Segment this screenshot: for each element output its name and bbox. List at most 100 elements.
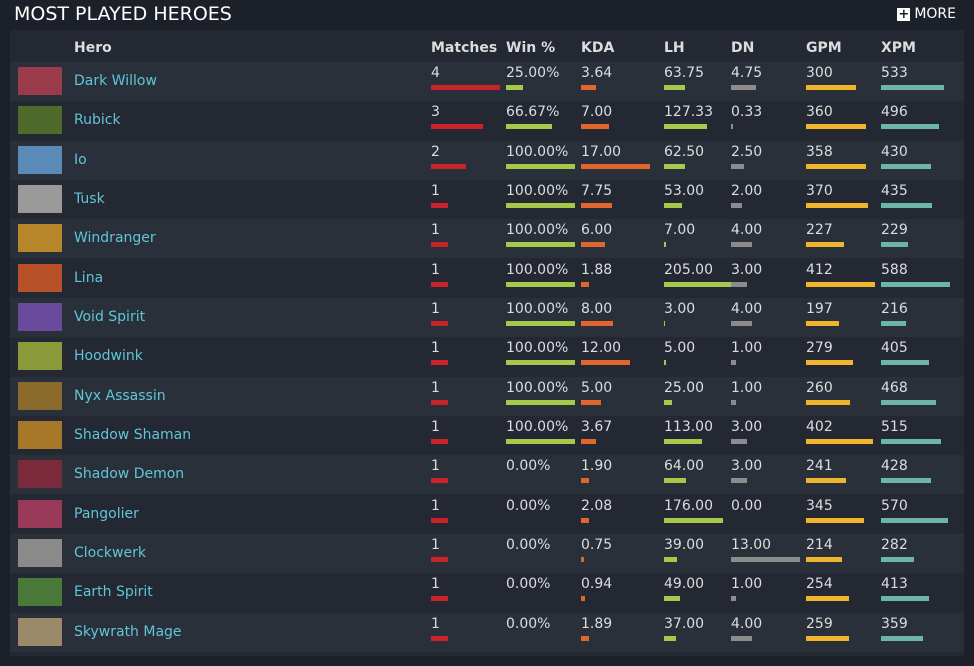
stat-value: 4.00 (731, 615, 763, 632)
stat-value: 100.00% (506, 143, 569, 160)
hero-name[interactable]: Tusk (74, 190, 105, 207)
stat-bar (506, 360, 575, 366)
stat-bar (664, 242, 667, 248)
more-label: MORE (914, 6, 956, 22)
stat-bar (581, 281, 589, 287)
stat-bar (664, 281, 733, 287)
stat-value: 66.67% (506, 104, 560, 121)
stat-value: 127.33 (664, 104, 713, 121)
hero-icon (18, 302, 62, 331)
stat-value: 7.75 (581, 182, 613, 199)
hero-name[interactable]: Windranger (74, 230, 156, 247)
stat-value: 588 (881, 261, 908, 278)
stat-value: 176.00 (664, 497, 713, 514)
stat-bar (731, 124, 733, 130)
hero-icon (18, 106, 62, 135)
stat-bar (731, 635, 753, 641)
stat-bar (581, 85, 596, 90)
stat-value: 413 (881, 576, 908, 593)
hero-name[interactable]: Void Spirit (74, 308, 146, 325)
hero-icon (18, 342, 62, 371)
column-header: LH (664, 40, 685, 56)
stat-bar (881, 85, 944, 90)
stat-value: 39.00 (664, 536, 705, 553)
stat-bar (881, 517, 948, 523)
stat-bar (431, 320, 449, 326)
stat-value: 229 (881, 222, 908, 239)
stat-value: 2.00 (731, 182, 763, 199)
hero-name[interactable]: Lina (74, 269, 104, 286)
hero-name[interactable]: Skywrath Mage (74, 623, 182, 640)
stat-value: 227 (806, 222, 833, 239)
stat-value: 216 (881, 300, 908, 317)
stat-bar (581, 399, 602, 405)
stat-bar (506, 242, 575, 248)
stat-bar (731, 163, 745, 169)
stat-bar (806, 320, 839, 326)
stat-value: 3 (431, 104, 440, 121)
stat-bar (431, 242, 449, 248)
stat-bar (664, 163, 686, 169)
stat-bar (506, 438, 575, 444)
stat-value: 197 (806, 300, 833, 317)
stat-bar (581, 478, 589, 484)
stat-value: 496 (881, 104, 908, 121)
hero-name[interactable]: Clockwerk (74, 544, 146, 561)
hero-name[interactable]: Rubick (74, 112, 121, 129)
stat-value: 412 (806, 261, 833, 278)
hero-name[interactable]: Shadow Demon (74, 466, 185, 483)
hero-name[interactable]: Nyx Assassin (74, 387, 166, 404)
stat-bar (664, 320, 665, 326)
stat-value: 53.00 (664, 182, 705, 199)
stat-bar (731, 281, 747, 287)
stat-value: 3.67 (581, 418, 613, 435)
stat-value: 435 (881, 182, 908, 199)
stat-value: 100.00% (506, 261, 569, 278)
hero-name[interactable]: Io (74, 151, 87, 168)
stat-value: 358 (806, 143, 833, 160)
hero-icon (18, 460, 62, 489)
hero-name[interactable]: Hoodwink (74, 348, 143, 365)
stat-bar (431, 281, 449, 287)
hero-name[interactable]: Pangolier (74, 505, 139, 522)
stat-bar (806, 163, 866, 169)
hero-icon (18, 578, 62, 607)
hero-icon (18, 617, 62, 646)
stat-value: 1 (431, 340, 440, 357)
stat-value: 12.00 (581, 340, 622, 357)
stat-bar (581, 124, 610, 130)
stat-value: 3.00 (731, 418, 763, 435)
stat-bar (806, 202, 868, 208)
stat-bar (431, 517, 449, 523)
table-row (10, 140, 964, 180)
table-row (10, 533, 964, 573)
column-header: Win % (506, 40, 556, 56)
stat-bar (806, 556, 842, 562)
stat-value: 13.00 (731, 536, 772, 553)
hero-icon (18, 145, 62, 174)
stat-bar (431, 635, 449, 641)
stat-bar (581, 556, 585, 562)
more-button[interactable]: + MORE (897, 6, 956, 22)
stat-bar (731, 478, 747, 484)
stat-bar (664, 517, 724, 523)
stat-value: 100.00% (506, 182, 569, 199)
hero-name[interactable]: Earth Spirit (74, 584, 153, 601)
stat-value: 468 (881, 379, 908, 396)
stat-value: 241 (806, 458, 833, 475)
stat-value: 2.50 (731, 143, 763, 160)
table-row (10, 376, 964, 416)
table-row (10, 337, 964, 377)
hero-name[interactable]: Dark Willow (74, 73, 157, 89)
stat-bar (581, 360, 630, 366)
stat-value: 370 (806, 182, 833, 199)
stat-value: 5.00 (664, 340, 696, 357)
stat-bar (806, 596, 849, 602)
stat-bar (506, 124, 552, 130)
hero-name[interactable]: Shadow Shaman (74, 426, 192, 443)
table-row (10, 612, 964, 652)
stat-value: 1 (431, 418, 440, 435)
stat-value: 259 (806, 615, 833, 632)
stat-value: 254 (806, 576, 833, 593)
stat-bar (506, 85, 524, 90)
